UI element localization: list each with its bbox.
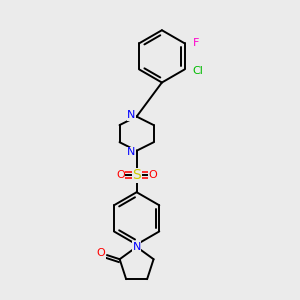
Text: N: N bbox=[132, 242, 141, 252]
Text: S: S bbox=[132, 168, 141, 182]
Text: O: O bbox=[96, 248, 105, 258]
Text: F: F bbox=[193, 38, 199, 48]
Text: N: N bbox=[127, 110, 136, 120]
Text: O: O bbox=[148, 170, 157, 180]
Text: Cl: Cl bbox=[193, 66, 203, 76]
Text: N: N bbox=[127, 147, 136, 157]
Text: O: O bbox=[116, 170, 125, 180]
